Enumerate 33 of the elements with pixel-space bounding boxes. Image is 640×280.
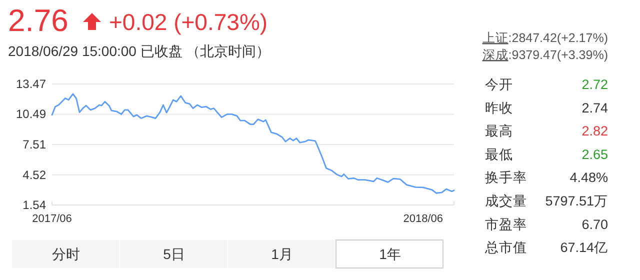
y-tick-label: 13.47 bbox=[16, 77, 46, 91]
text: 昨收 bbox=[485, 100, 513, 116]
tab: 5日 bbox=[120, 240, 227, 268]
tab: 1年 bbox=[336, 240, 444, 268]
x-tick-label: 2017/06 bbox=[32, 213, 72, 225]
y-tick-label: 1.54 bbox=[22, 198, 46, 212]
chart-title: 2.76 bbox=[8, 3, 68, 38]
x-tick-label: 2018/06 bbox=[403, 213, 444, 225]
chart-subtitle: 2018/06/29 15:00:00 已收盘 （北京时间） bbox=[8, 43, 270, 59]
text: 最低 bbox=[485, 146, 513, 162]
line-series bbox=[51, 93, 455, 194]
text: 2.72 bbox=[582, 77, 608, 92]
text: 深成:9379.47(+3.39%) bbox=[482, 48, 608, 62]
text: 67.14亿 bbox=[560, 240, 608, 256]
text: 4.48% bbox=[570, 170, 608, 186]
y-tick-label: 10.49 bbox=[16, 107, 46, 122]
text: 2.74 bbox=[582, 100, 608, 116]
text: 成交量 bbox=[485, 194, 527, 208]
tab: 1月 bbox=[228, 240, 335, 268]
text: 2.65 bbox=[582, 146, 608, 162]
text: 2.82 bbox=[582, 124, 608, 139]
text: 换手率 bbox=[485, 170, 527, 186]
text: +0.02 (+0.73%) bbox=[109, 9, 268, 35]
tab: 分时 bbox=[12, 240, 119, 268]
y-tick-label: 4.52 bbox=[22, 168, 46, 182]
text: 上证:2847.42(+2.17%) bbox=[482, 31, 608, 45]
y-tick-label: 7.51 bbox=[22, 137, 46, 152]
text: 今开 bbox=[485, 77, 513, 92]
text: 最高 bbox=[485, 124, 513, 139]
text: 市盈率 bbox=[485, 216, 527, 232]
text: 6.70 bbox=[582, 216, 608, 232]
text: 5797.51万 bbox=[545, 194, 608, 208]
text: 总市值 bbox=[484, 240, 527, 256]
